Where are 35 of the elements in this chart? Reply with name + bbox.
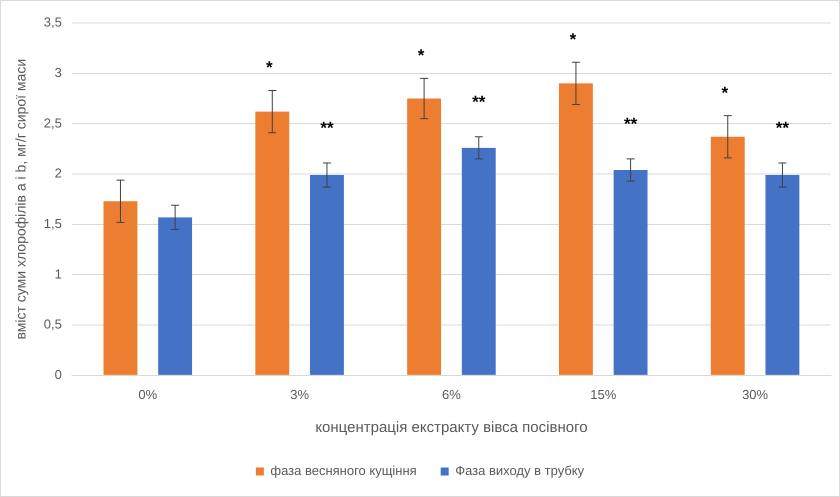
bar bbox=[407, 98, 442, 375]
x-tick-label: 6% bbox=[442, 386, 462, 402]
annotation: * bbox=[418, 46, 425, 66]
x-tick-label: 3% bbox=[290, 386, 310, 402]
y-tick-label: 0,5 bbox=[44, 316, 62, 332]
bar bbox=[710, 136, 745, 375]
annotation: * bbox=[721, 83, 728, 102]
y-tick-label: 3,5 bbox=[44, 14, 62, 30]
annotation: * bbox=[266, 58, 273, 78]
bar bbox=[614, 170, 648, 375]
annotation: ** bbox=[776, 118, 790, 138]
x-tick-label: 15% bbox=[590, 386, 617, 402]
annotation: ** bbox=[472, 92, 486, 112]
annotation: ** bbox=[624, 114, 638, 134]
bar bbox=[255, 112, 290, 375]
y-tick-label: 2 bbox=[54, 166, 62, 181]
bar bbox=[462, 148, 496, 375]
x-axis-title: концентрація екстракту вівса посівного bbox=[315, 419, 588, 436]
y-tick-label: 1,5 bbox=[44, 216, 62, 231]
y-axis-title: вміст суми хлорофілів a і b, мг/г сирої маси bbox=[12, 58, 28, 340]
x-tick-label: 30% bbox=[742, 386, 769, 402]
y-tick-label: 2,5 bbox=[44, 115, 62, 130]
bar bbox=[765, 175, 800, 375]
annotation: * bbox=[570, 30, 577, 49]
legend-label: фаза весняного кущіння bbox=[270, 463, 417, 478]
bar bbox=[104, 201, 138, 375]
x-tick-label: 0% bbox=[138, 386, 158, 402]
annotation: ** bbox=[320, 118, 334, 138]
y-tick-label: 0 bbox=[54, 366, 62, 382]
bar bbox=[558, 83, 593, 375]
bar bbox=[158, 217, 192, 375]
y-tick-label: 3 bbox=[54, 64, 62, 80]
y-tick-label: 1 bbox=[54, 266, 62, 282]
bar bbox=[310, 175, 344, 375]
legend-label: Фаза виходу в трубку bbox=[455, 463, 585, 478]
